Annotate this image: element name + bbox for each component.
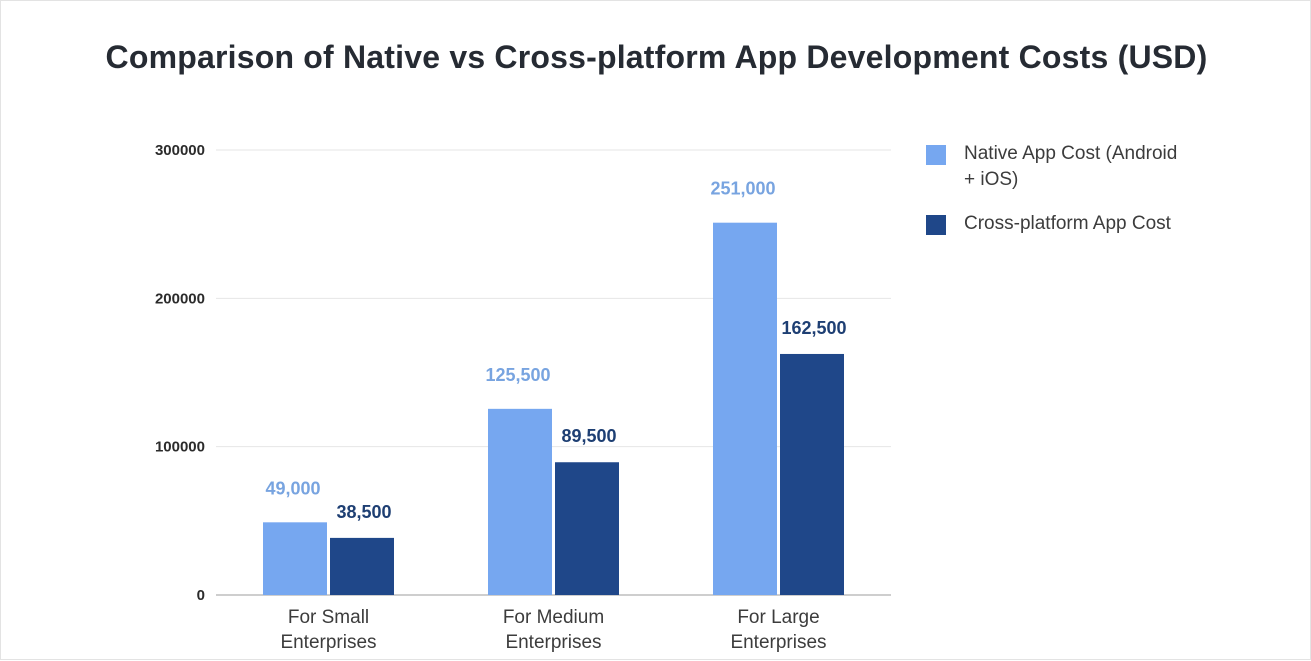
y-tick-label: 200000 <box>155 290 205 307</box>
legend-label: Cross-platform App Cost <box>964 213 1171 234</box>
legend-label: Native App Cost (Android <box>964 143 1178 164</box>
data-label: 49,000 <box>265 478 320 498</box>
x-category-label: Enterprises <box>280 632 376 653</box>
legend-swatch <box>926 215 946 235</box>
bar-cross-platform <box>330 537 394 595</box>
y-tick-label: 100000 <box>155 439 205 456</box>
bar-native <box>713 222 777 595</box>
x-category-label: For Small <box>288 607 369 628</box>
legend-label: + iOS) <box>964 169 1019 190</box>
x-category-label: For Medium <box>503 607 604 628</box>
bar-native <box>263 522 327 595</box>
legend-item: Native App Cost (Android + iOS) <box>926 141 1246 193</box>
data-label: 162,500 <box>781 318 846 338</box>
data-label: 125,500 <box>485 365 550 385</box>
legend-swatch <box>926 145 946 165</box>
bar-native <box>488 408 552 595</box>
x-category-label: Enterprises <box>730 632 826 653</box>
legend-item: Cross-platform App Cost <box>926 211 1246 237</box>
chart-legend: Native App Cost (Android + iOS) Cross-plat… <box>926 141 1246 255</box>
bar-cross-platform <box>555 462 619 595</box>
y-tick-label: 0 <box>197 587 205 604</box>
data-label: 38,500 <box>336 502 391 522</box>
data-label: 251,000 <box>710 179 775 199</box>
x-category-label: For Large <box>737 607 819 628</box>
x-category-label: Enterprises <box>505 632 601 653</box>
data-label: 89,500 <box>561 426 616 446</box>
y-tick-label: 300000 <box>155 142 205 159</box>
chart-title: Comparison of Native vs Cross-platform A… <box>105 39 1208 75</box>
bar-cross-platform <box>780 353 844 595</box>
